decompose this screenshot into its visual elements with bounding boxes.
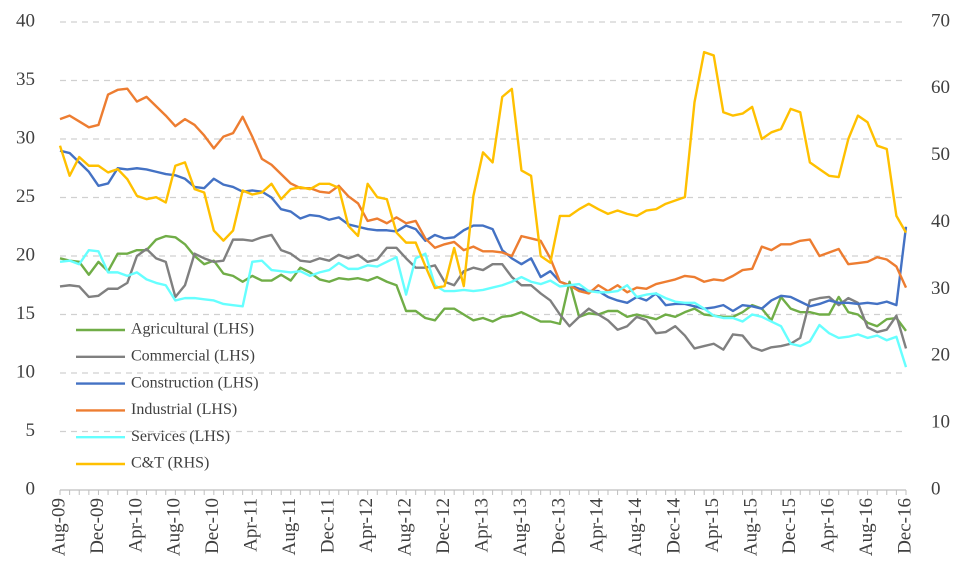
x-tick-label: Aug-15	[741, 498, 762, 556]
y2-tick-label: 20	[931, 345, 950, 366]
x-tick-label: Dec-16	[894, 498, 915, 554]
x-tick-label: Dec-10	[202, 498, 223, 554]
series-line	[59, 234, 907, 332]
x-tick-label: Dec-13	[548, 498, 569, 554]
x-tick-label: Dec-12	[433, 498, 454, 554]
legend-label: Services (LHS)	[131, 428, 230, 445]
legend-label: Construction (LHS)	[131, 374, 259, 391]
x-tick-label: Aug-13	[510, 498, 531, 556]
x-tick-label: Dec-09	[87, 498, 108, 554]
x-tick-label: Apr-15	[702, 498, 723, 553]
series-line	[59, 248, 908, 368]
legend-label: Commercial (LHS)	[131, 347, 255, 364]
series-line	[59, 149, 908, 313]
y2-tick-label: 50	[931, 144, 950, 165]
y2-tick-label: 10	[931, 412, 950, 433]
x-tick-label: Dec-15	[779, 498, 800, 554]
y-tick-label: 10	[16, 361, 35, 382]
x-tick-label: Dec-14	[664, 498, 685, 554]
y-tick-label: 5	[26, 420, 36, 441]
x-tick-label: Apr-10	[125, 498, 146, 553]
x-tick-label: Aug-12	[394, 498, 415, 556]
y-tick-label: 15	[16, 303, 35, 324]
x-tick-label: Apr-13	[471, 498, 492, 553]
y-tick-label: 0	[26, 478, 36, 499]
x-tick-label: Aug-11	[279, 498, 300, 555]
x-tick-label: Aug-16	[856, 498, 877, 556]
x-tick-label: Aug-09	[48, 498, 69, 556]
series-line	[59, 87, 908, 295]
x-tick-label: Apr-16	[817, 498, 838, 553]
y-tick-label: 25	[16, 186, 35, 207]
legend-label: Industrial (LHS)	[131, 401, 237, 418]
x-tick-label: Dec-11	[318, 498, 339, 553]
y-tick-label: 20	[16, 244, 35, 265]
x-tick-label: Aug-14	[625, 498, 646, 557]
x-tick-label: Aug-10	[164, 498, 185, 556]
y-tick-label: 40	[16, 10, 35, 31]
x-tick-label: Apr-12	[356, 498, 377, 553]
y2-tick-label: 30	[931, 278, 950, 299]
y-tick-label: 35	[16, 69, 35, 90]
y-tick-label: 30	[16, 127, 35, 148]
y2-tick-label: 70	[931, 10, 950, 31]
y2-tick-label: 0	[931, 478, 941, 499]
series-line	[59, 233, 908, 352]
x-tick-label: Apr-11	[241, 498, 262, 552]
legend-label: C&T (RHS)	[131, 455, 209, 472]
y2-tick-label: 60	[931, 77, 950, 98]
series-line	[58, 50, 908, 290]
legend-label: Agricultural (LHS)	[131, 321, 254, 338]
y2-tick-label: 40	[931, 211, 950, 232]
x-tick-label: Apr-14	[587, 498, 608, 553]
